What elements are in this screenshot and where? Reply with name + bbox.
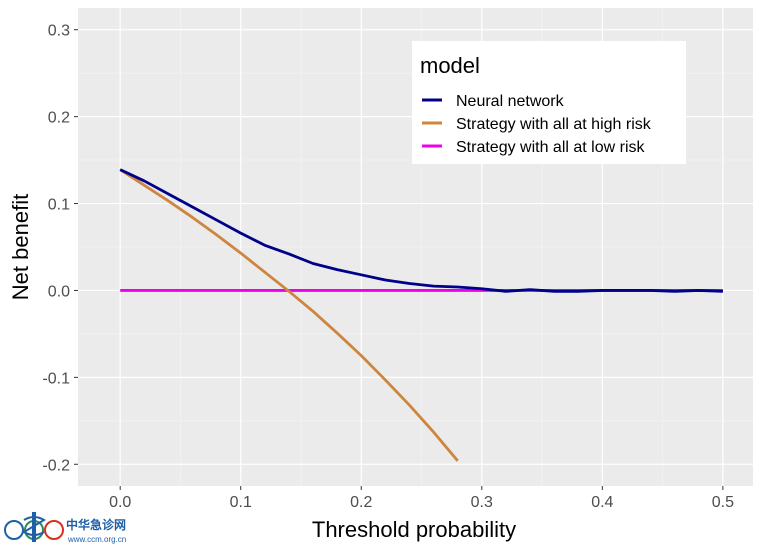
y-tick-label: -0.2 bbox=[42, 457, 70, 474]
legend-entry-label: Neural network bbox=[456, 93, 565, 110]
legend-title: model bbox=[420, 53, 480, 78]
y-axis-title: Net benefit bbox=[8, 194, 33, 300]
series-line-neural-network bbox=[119, 168, 723, 293]
watermark: 中华急诊网 www.ccm.org.cn bbox=[4, 512, 126, 544]
x-tick-label: 0.4 bbox=[591, 494, 613, 511]
watermark-text: 中华急诊网 bbox=[66, 517, 126, 532]
x-tick-label: 0.3 bbox=[471, 494, 493, 511]
series-layer bbox=[119, 168, 723, 462]
legend-entry-label: Strategy with all at high risk bbox=[456, 116, 652, 133]
y-tick-label: 0.2 bbox=[48, 110, 70, 127]
x-tick-label: 0.5 bbox=[712, 494, 734, 511]
ticks-layer: 0.0 0.1 0.2 0.3 0.4 0.5 -0.2 -0.1 0.0 0.1 0.2 0.3 bbox=[42, 23, 734, 511]
x-tick-label: 0.1 bbox=[230, 494, 252, 511]
legend: model Neural network Strategy with all at… bbox=[412, 41, 686, 164]
y-tick-label: 0.3 bbox=[48, 23, 70, 40]
x-tick-label: 0.0 bbox=[109, 494, 131, 511]
legend-entry-label: Strategy with all at low risk bbox=[456, 139, 646, 156]
y-tick-label: -0.1 bbox=[42, 370, 70, 387]
legend-background bbox=[412, 41, 686, 164]
x-tick-label: 0.2 bbox=[350, 494, 372, 511]
watermark-url: www.ccm.org.cn bbox=[67, 535, 126, 544]
series-line-strategy-with-all-at-high-risk bbox=[119, 168, 459, 462]
y-tick-label: 0.1 bbox=[48, 197, 70, 214]
y-tick-label: 0.0 bbox=[48, 283, 70, 300]
watermark-logo bbox=[4, 512, 64, 542]
x-axis-title: Threshold probability bbox=[312, 517, 516, 542]
